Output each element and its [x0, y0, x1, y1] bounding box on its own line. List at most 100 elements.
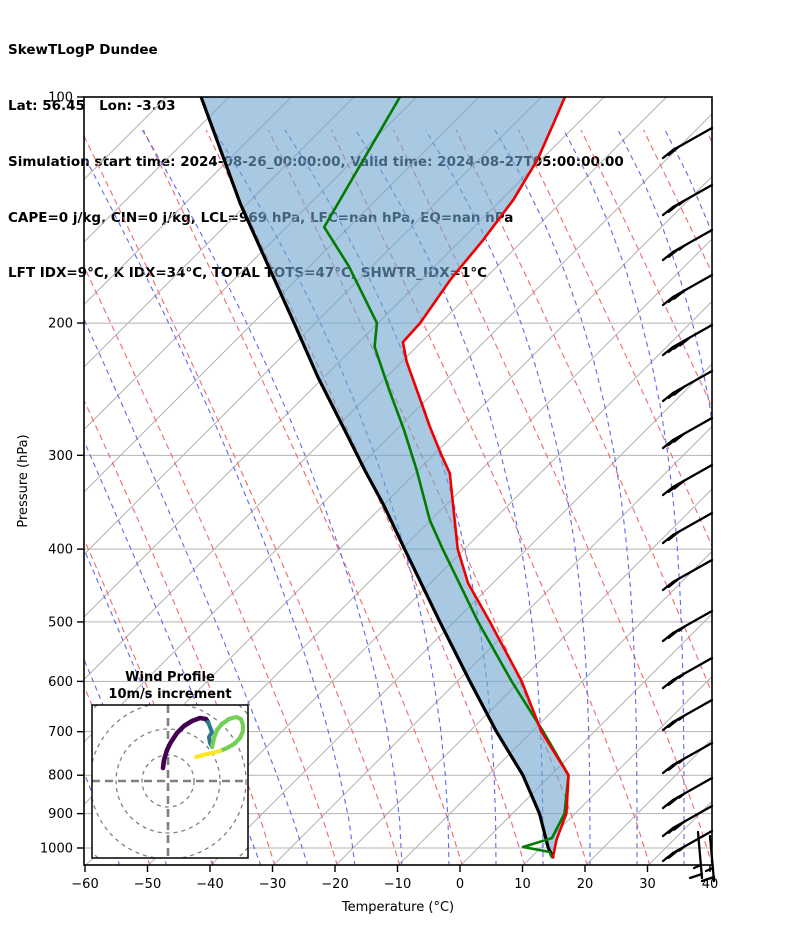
- hodograph-subtitle: 10m/s increment: [108, 687, 231, 702]
- isotherm-line: [84, 97, 355, 368]
- dry-adiabat-line: [393, 129, 712, 865]
- wind-barb: [661, 741, 714, 775]
- barb-feather: [667, 760, 680, 771]
- wind-barb: [661, 698, 714, 732]
- moist-adiabat-line: [494, 129, 638, 865]
- isotherm-line: [84, 113, 712, 743]
- temperature-tick-label: 10: [514, 877, 531, 892]
- barb-feather: [667, 795, 680, 806]
- pressure-tick-label: 100: [48, 91, 73, 106]
- temperature-axis-label: Temperature (°C): [341, 900, 454, 915]
- temperature-tick-label: 30: [639, 877, 656, 892]
- wind-barb: [661, 656, 714, 690]
- pressure-tick-label: 200: [48, 317, 73, 332]
- isotherm-line: [522, 675, 712, 865]
- temperature-tick-label: −60: [71, 877, 98, 892]
- dry-adiabat-line: [643, 129, 712, 275]
- barb-half-feather: [678, 244, 686, 251]
- isotherm-line: [585, 738, 712, 865]
- wind-barb: [661, 126, 714, 160]
- barb-feather: [673, 432, 686, 443]
- hodograph-ring: [115, 728, 221, 834]
- moist-adiabat-line: [759, 130, 794, 866]
- wind-barb: [661, 776, 714, 810]
- hodograph-trace-segment: [206, 720, 214, 749]
- dry-adiabat-line: [143, 129, 463, 865]
- wind-barb: [661, 558, 714, 592]
- moist-adiabat-line: [141, 129, 403, 865]
- temperature-tick-label: 0: [456, 877, 464, 892]
- location-line: Lat: 56.45 Lon: -3.03: [8, 97, 176, 114]
- wind-barb: [661, 323, 714, 357]
- hodograph-ring: [141, 754, 195, 808]
- barb-half-feather: [678, 199, 686, 206]
- barb-half-feather: [678, 625, 686, 632]
- dry-adiabat-line: [205, 129, 526, 865]
- barb-half-feather: [678, 757, 686, 764]
- barb-feather: [667, 145, 680, 156]
- barb-half-feather: [678, 714, 686, 721]
- moist-adiabat-line: [425, 129, 591, 865]
- wind-barb: [661, 228, 714, 262]
- pressure-tick-label: 300: [48, 449, 73, 464]
- dewpoint-curve: [322, 97, 570, 859]
- pressure-tick-label: 800: [48, 769, 73, 784]
- wind-barb: [661, 511, 714, 545]
- barb-feather: [667, 675, 680, 686]
- wind-barbs: [661, 126, 716, 883]
- dry-adiabat-line: [769, 130, 794, 866]
- hodograph-border: [91, 704, 249, 859]
- surface-wind-barb: [700, 834, 716, 883]
- dry-adiabat-line: [455, 129, 712, 695]
- temperature-tick-label: −20: [321, 877, 348, 892]
- isotherm-line: [210, 363, 712, 865]
- temperature-tick-label: 20: [577, 877, 594, 892]
- dry-adiabat-line: [84, 134, 401, 865]
- isotherm-line: [335, 488, 712, 865]
- barb-feather: [704, 866, 715, 873]
- barb-feather: [673, 479, 686, 490]
- figure-title: SkewTLogP Dundee: [8, 42, 158, 59]
- barb-feather: [673, 820, 686, 831]
- isotherm-line: [84, 97, 292, 306]
- wind-barb: [661, 183, 714, 217]
- moist-adiabat-line: [664, 129, 712, 236]
- barb-feather: [667, 202, 680, 213]
- parcel-envelope-curve: [199, 97, 555, 859]
- temperature-tick-label: −50: [134, 877, 161, 892]
- barb-feather: [673, 385, 686, 396]
- isotherm-line: [147, 300, 712, 865]
- barb-feather: [667, 530, 680, 541]
- isotherm-line: [84, 97, 667, 681]
- sounding-curves: [199, 97, 570, 859]
- wind-barb: [661, 609, 714, 643]
- wind-barb: [661, 829, 714, 863]
- barb-feather: [667, 628, 680, 639]
- barb-half-feather: [678, 845, 686, 852]
- pressure-tick-label: 500: [48, 615, 73, 630]
- wind-barb: [661, 369, 714, 403]
- barb-half-feather: [678, 672, 686, 679]
- barb-feather: [688, 872, 704, 880]
- pressure-axis-label: Pressure (hPa): [16, 434, 31, 527]
- pressure-tick-label: 900: [48, 807, 73, 822]
- hodograph-trace-segment: [193, 748, 223, 760]
- moist-adiabat-line: [84, 439, 262, 865]
- dry-adiabat-line: [705, 129, 712, 144]
- barb-half-feather: [678, 792, 686, 799]
- isotherm-line: [272, 425, 712, 865]
- wind-barb: [661, 273, 714, 307]
- dry-adiabat-line: [518, 129, 712, 548]
- surface-wind-barb: [688, 830, 704, 880]
- pressure-tick-label: 700: [48, 725, 73, 740]
- hodograph-inset: Wind Profile 10m/s increment: [91, 670, 249, 859]
- wind-barb: [661, 804, 714, 838]
- isotherm-line: [710, 863, 712, 865]
- pressure-tick-label: 1000: [40, 842, 73, 857]
- barb-feather: [667, 247, 680, 258]
- cape-shading: [201, 97, 569, 857]
- temperature-tick-label: −30: [259, 877, 286, 892]
